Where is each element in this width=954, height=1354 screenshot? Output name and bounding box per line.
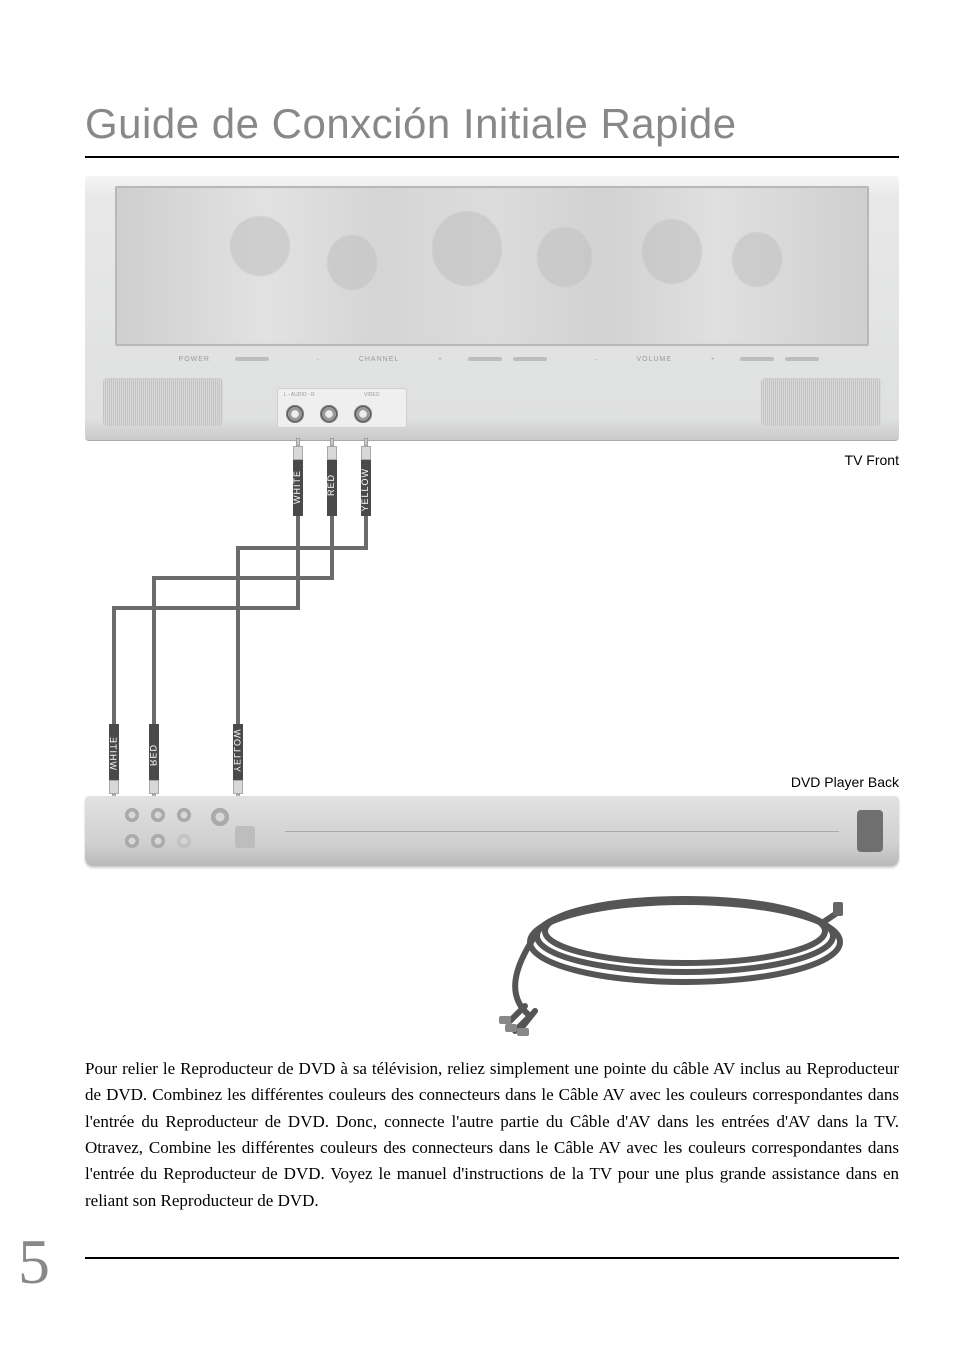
dvd-port-7: [211, 808, 229, 826]
dvd-plug-white-label: WHITE: [108, 734, 118, 772]
tv-plug-red-label: RED: [326, 472, 336, 498]
tv-plug-yellow: YELLOW: [361, 438, 371, 516]
av-cable-illustration: [475, 876, 845, 1036]
cable-white-3: [112, 606, 116, 724]
dvd-plug-white: WHITE: [109, 724, 119, 802]
cable-white-1: [296, 516, 300, 606]
tv-illustration: POWER - CHANNEL + - VOLUME + L - AUDIO -…: [85, 176, 899, 440]
dvd-player-illustration: [85, 796, 899, 866]
cable-yellow-3: [236, 546, 240, 724]
dvd-port-1: [125, 808, 139, 822]
dvd-port-2: [151, 808, 165, 822]
tv-channel-minus: -: [317, 357, 320, 363]
dvd-power-port: [857, 810, 883, 852]
tv-volume-label: VOLUME: [637, 356, 673, 363]
cable-yellow-2: [236, 546, 368, 550]
tv-front-label: TV Front: [845, 452, 899, 468]
title-rule: [85, 156, 899, 158]
cable-white-2: [112, 606, 300, 610]
cable-red-2: [152, 576, 334, 580]
dvd-back-label: DVD Player Back: [791, 774, 899, 790]
tv-jack-audio-label: L - AUDIO - R: [284, 392, 315, 398]
tv-plug-yellow-label: YELLOW: [360, 466, 370, 514]
dvd-port-6: [177, 834, 191, 848]
tv-ch-bar1: [468, 357, 502, 361]
connection-diagram: POWER - CHANNEL + - VOLUME + L - AUDIO -…: [85, 176, 899, 1046]
tv-jack-red: [320, 405, 338, 423]
tv-screen-content: [117, 188, 867, 344]
page-title: Guide de Conxción Initiale Rapide: [85, 100, 899, 148]
tv-vol-plus: +: [711, 357, 716, 363]
dvd-port-3: [177, 808, 191, 822]
page-number: 5: [18, 1225, 50, 1299]
tv-ch-bar2: [513, 357, 547, 361]
dvd-plug-red-label: RED: [148, 742, 158, 768]
dvd-plug-red: RED: [149, 724, 159, 802]
tv-jack-white: [286, 405, 304, 423]
cable-red-1: [330, 516, 334, 576]
tv-vol-bar2: [785, 357, 819, 361]
tv-plug-white: WHITE: [293, 438, 303, 516]
tv-vol-minus: -: [595, 357, 598, 363]
tv-channel-plus: +: [438, 357, 443, 363]
tv-speaker-right: [761, 378, 881, 426]
tv-speaker-left: [103, 378, 223, 426]
tv-power-bar: [235, 357, 269, 361]
dvd-port-4: [125, 834, 139, 848]
dvd-port-5: [151, 834, 165, 848]
dvd-plug-yellow-label: YELLOW: [232, 726, 242, 774]
instruction-paragraph: Pour relier le Reproducteur de DVD à sa …: [85, 1056, 899, 1214]
tv-plug-white-label: WHITE: [292, 468, 302, 506]
tv-jack-video-label: VIDEO: [364, 392, 380, 398]
tv-screen: [115, 186, 869, 346]
cable-yellow-1: [364, 516, 368, 546]
cable-red-3: [152, 576, 156, 724]
dvd-plug-yellow: YELLOW: [233, 724, 243, 802]
tv-power-label: POWER: [179, 356, 210, 363]
tv-plug-red: RED: [327, 438, 337, 516]
bottom-rule: [85, 1257, 899, 1259]
tv-jack-yellow: [354, 405, 372, 423]
tv-jack-panel: L - AUDIO - R VIDEO: [277, 388, 407, 428]
tv-channel-label: CHANNEL: [359, 356, 399, 363]
tv-vol-bar1: [740, 357, 774, 361]
dvd-seam: [285, 831, 839, 832]
tv-button-row: POWER - CHANNEL + - VOLUME +: [85, 356, 899, 363]
dvd-optical-port: [235, 826, 255, 848]
